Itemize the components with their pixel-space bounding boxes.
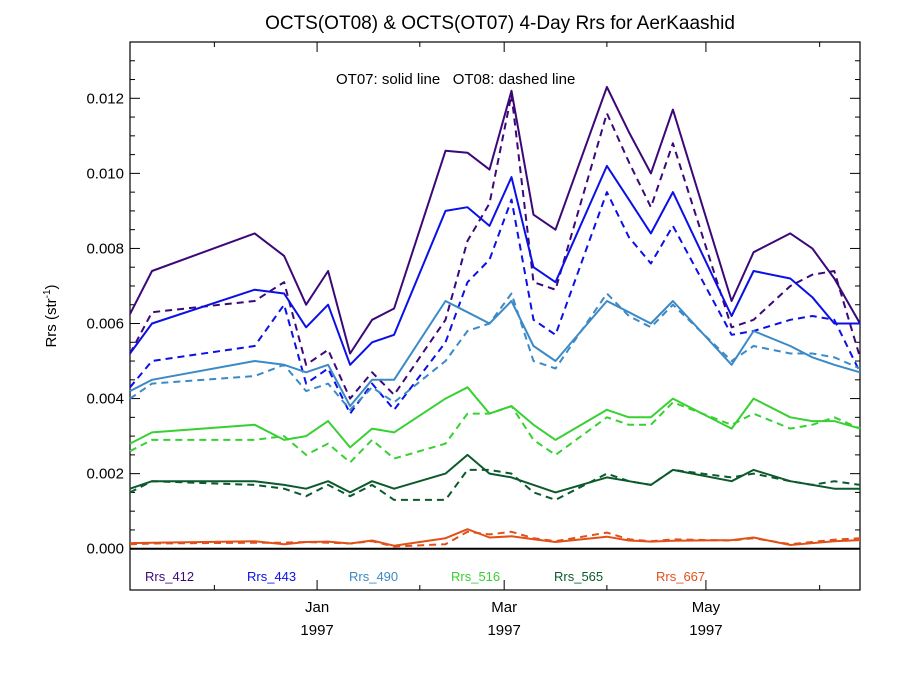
series-Rrs_490-ot07-solid <box>129 300 861 408</box>
legend: Rrs_412 Rrs_443 Rrs_490 Rrs_516 Rrs_565 Rrs_6… <box>145 569 705 584</box>
y-tick-label: 0.012 <box>86 90 124 107</box>
series-Rrs_490-ot08-dashed <box>129 292 861 411</box>
y-tick-label: 0.010 <box>86 165 124 182</box>
y-tick-label: 0.002 <box>86 466 124 483</box>
series-Rrs_516-ot07-solid <box>129 386 861 449</box>
legend-label-Rrs_490: Rrs_490 <box>349 569 398 584</box>
series-Rrs_412-ot08-dashed <box>129 93 861 400</box>
legend-label-Rrs_667: Rrs_667 <box>656 569 705 584</box>
series-Rrs_565-ot08-dashed <box>129 468 861 501</box>
line-style-annotation: OT07: solid line OT08: dashed line <box>336 71 575 88</box>
y-tick-label: 0.008 <box>86 240 124 257</box>
legend-label-Rrs_516: Rrs_516 <box>451 569 500 584</box>
legend-label-Rrs_412: Rrs_412 <box>145 569 194 584</box>
y-tick-label: 0.004 <box>86 391 124 408</box>
x-tick-year: 1997 <box>689 622 722 639</box>
y-axis-label-close: ) <box>43 284 60 289</box>
x-axis: Jan 1997 Mar 1997 May 1997 <box>129 42 821 639</box>
plot-frame <box>129 41 861 591</box>
chart-title: OCTS(OT08) & OCTS(OT07) 4-Day Rrs for Ae… <box>265 13 735 34</box>
legend-label-Rrs_565: Rrs_565 <box>554 569 603 584</box>
y-axis-label-main: Rrs (str <box>43 298 60 347</box>
series-Rrs_412-ot07-solid <box>129 86 861 355</box>
x-tick-year: 1997 <box>487 622 520 639</box>
y-tick-label: 0.006 <box>86 316 124 333</box>
x-tick-month: May <box>692 599 721 616</box>
series-Rrs_667-ot07-solid <box>129 528 861 547</box>
x-tick-year: 1997 <box>300 622 333 639</box>
y-axis-label-superscript: -1 <box>42 289 53 298</box>
series-Rrs_667-ot08-dashed <box>129 530 861 548</box>
legend-label-Rrs_443: Rrs_443 <box>247 569 296 584</box>
y-tick-label: 0.000 <box>86 541 124 558</box>
y-axis-label: Rrs (str-1) <box>42 284 60 347</box>
x-tick-month: Jan <box>305 599 329 616</box>
series-layer <box>129 86 861 548</box>
series-Rrs_565-ot07-solid <box>129 453 860 494</box>
y-axis: 0.000 0.002 0.004 0.006 0.008 0.010 0.012 <box>86 41 860 558</box>
series-Rrs_443-ot07-solid <box>129 164 860 366</box>
plot-area <box>129 41 861 591</box>
x-tick-month: Mar <box>491 599 517 616</box>
